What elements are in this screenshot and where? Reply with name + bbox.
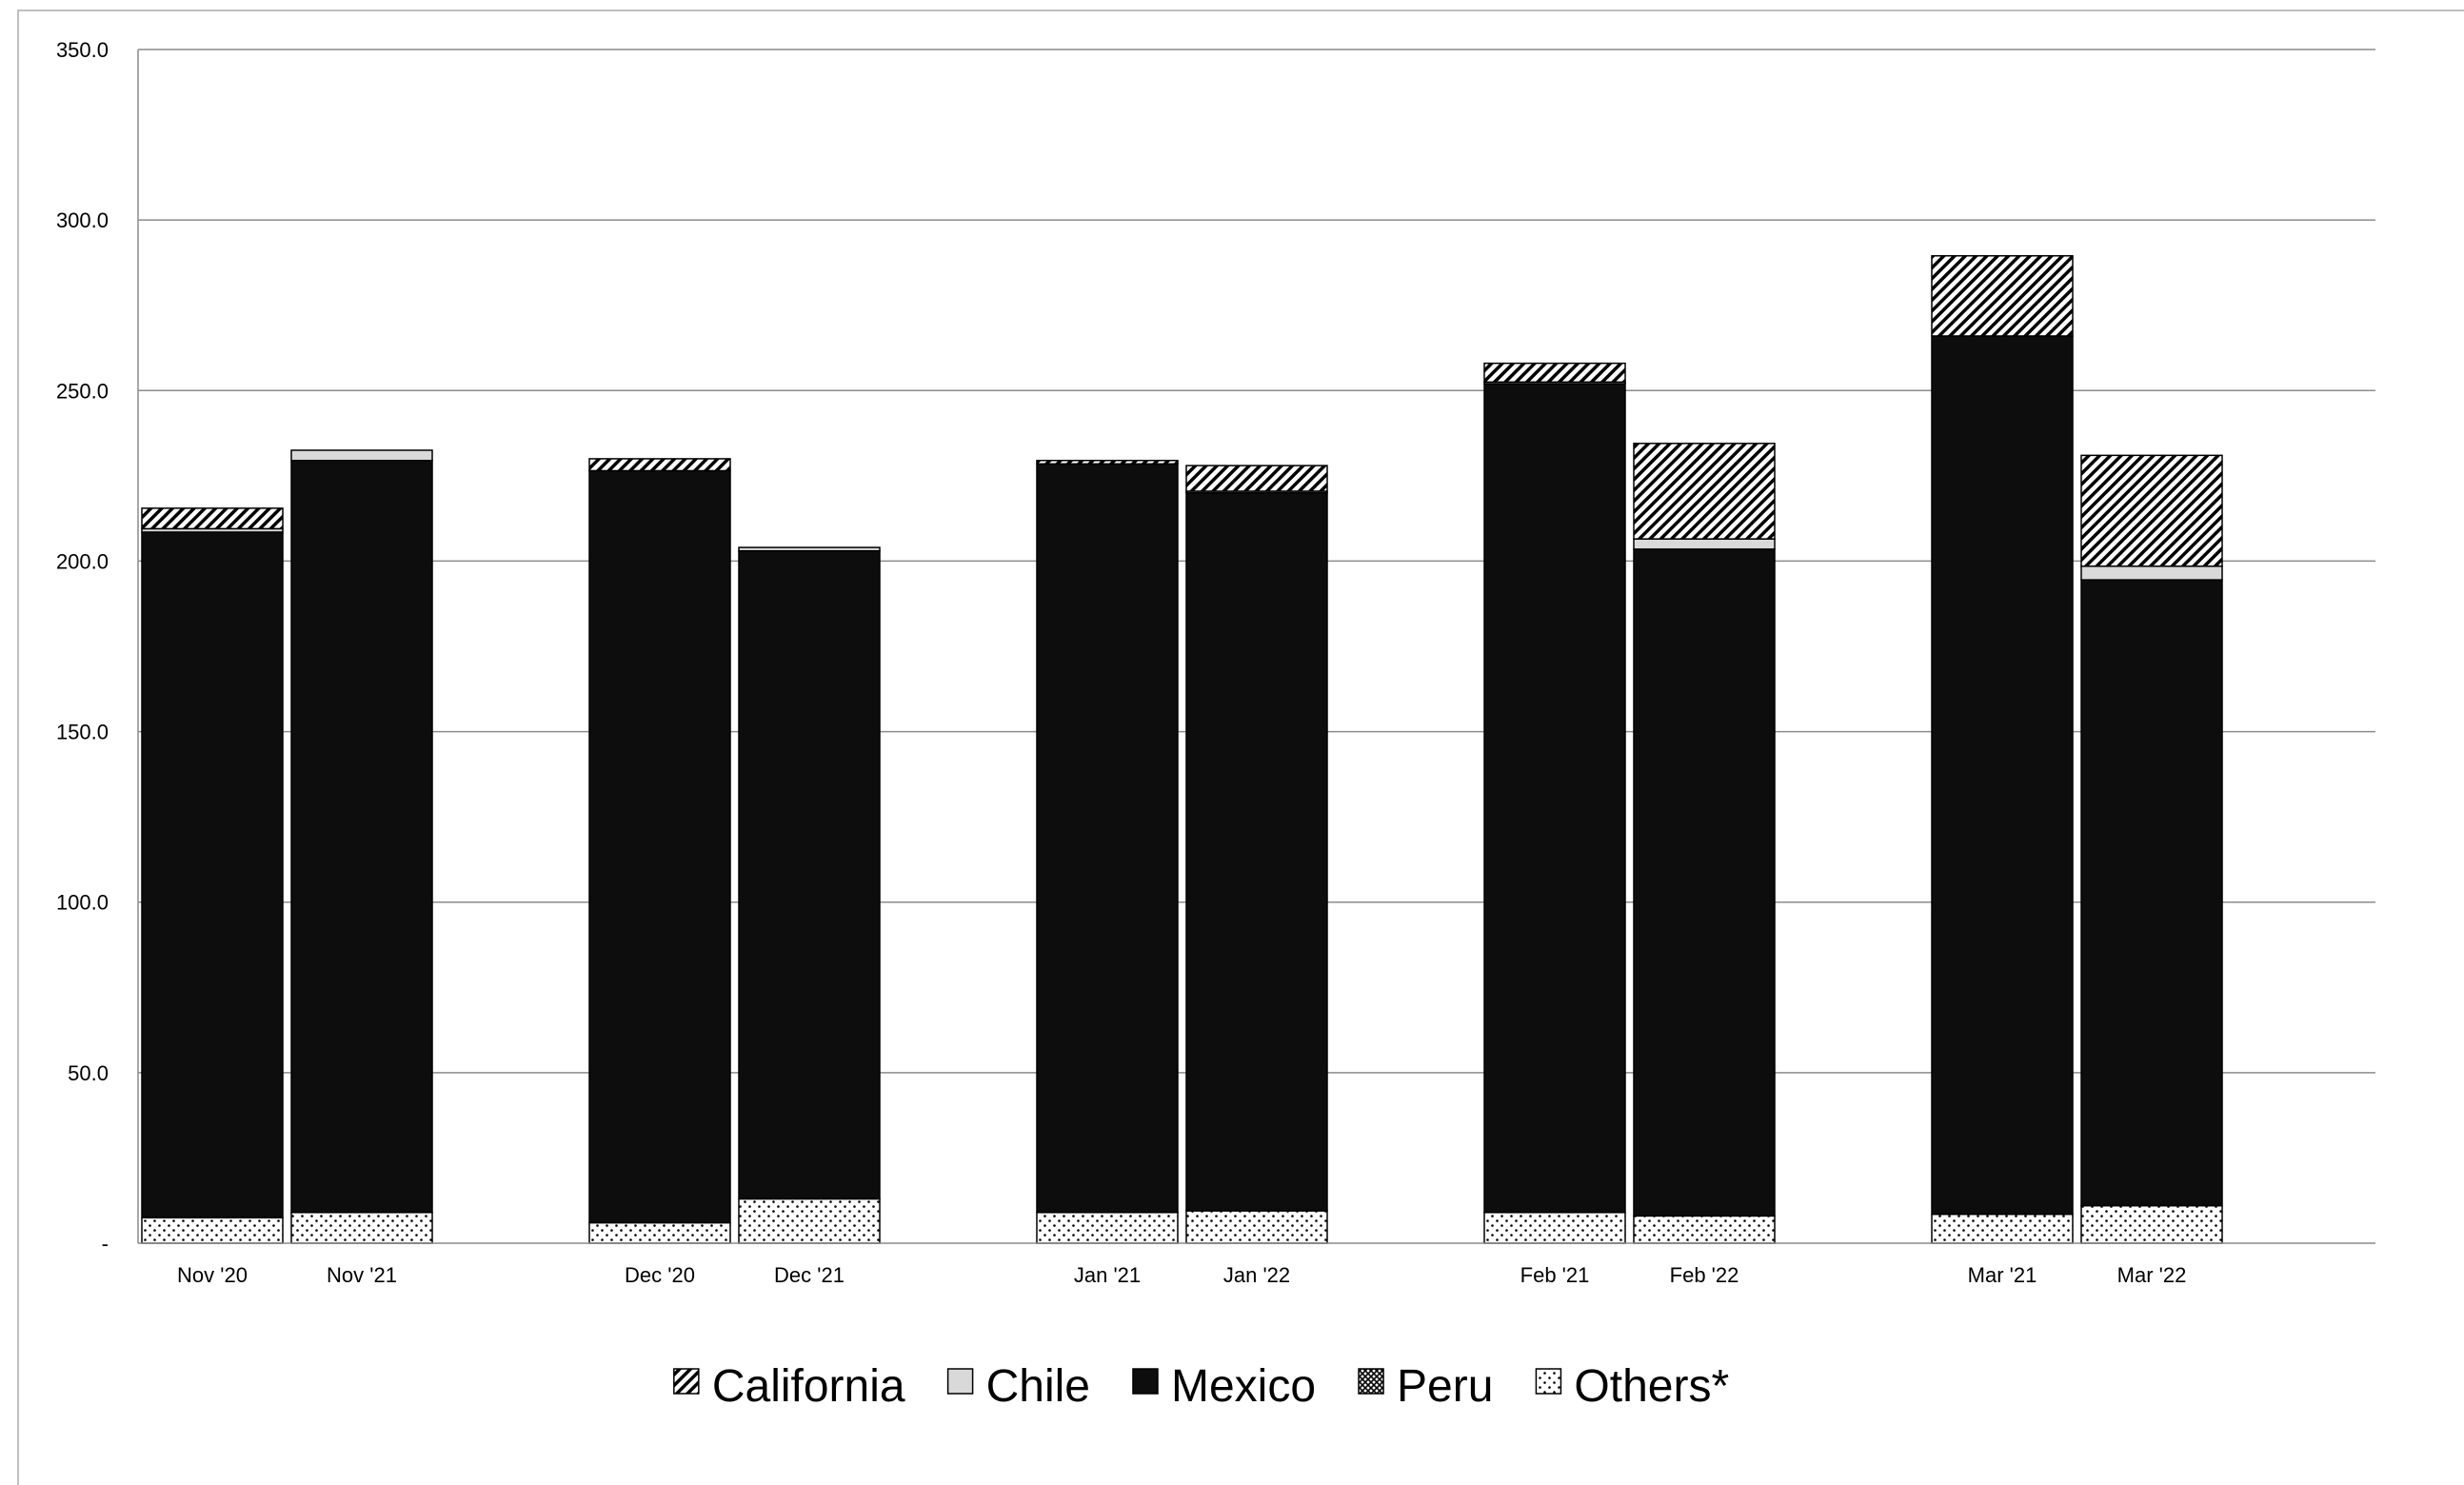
legend-label: California bbox=[712, 1361, 905, 1412]
axes: - 50.0 100.0 150.0 200.0 250.0 300.0 350.0 Nov '… bbox=[56, 38, 2375, 1287]
x-tick-label: Nov '20 bbox=[177, 1263, 248, 1287]
bar-segment-others bbox=[1185, 1210, 1328, 1244]
bar-segment-mexico bbox=[1036, 463, 1179, 1214]
legend-swatch bbox=[946, 1368, 974, 1395]
y-tick-label: 50.0 bbox=[68, 1061, 109, 1085]
bar-segment-california bbox=[1931, 255, 2074, 337]
chart-frame bbox=[17, 10, 2464, 1485]
legend-item-peru: Peru bbox=[1358, 1361, 1493, 1412]
bar-segment-chile bbox=[2080, 565, 2223, 581]
y-tick-label: 200.0 bbox=[56, 549, 109, 573]
legend-item-california: California bbox=[673, 1361, 905, 1412]
bar-segment-california bbox=[1483, 362, 1626, 384]
bar-segment-chile bbox=[738, 546, 881, 552]
x-tick-label: Mar '22 bbox=[2117, 1263, 2187, 1287]
bar-segment-california bbox=[1185, 465, 1328, 492]
legend-swatch bbox=[1358, 1368, 1384, 1395]
x-tick-label: Mar '21 bbox=[1968, 1263, 2037, 1287]
bar-segment-others bbox=[1633, 1215, 1776, 1244]
bar-segment-california bbox=[1036, 459, 1179, 465]
legend-label: Others* bbox=[1574, 1361, 1729, 1412]
bar-segment-chile bbox=[1633, 538, 1776, 550]
bar-segment-california bbox=[588, 458, 731, 472]
bar-segment-mexico bbox=[738, 549, 881, 1200]
legend-label: Peru bbox=[1397, 1361, 1493, 1412]
x-tick-label: Feb '21 bbox=[1520, 1263, 1590, 1287]
bar-segment-others bbox=[141, 1217, 284, 1244]
legend-swatch bbox=[1535, 1368, 1562, 1395]
bar-segment-others bbox=[588, 1221, 731, 1244]
bar-segment-others bbox=[290, 1212, 433, 1244]
y-tick-label: 250.0 bbox=[56, 379, 109, 403]
x-tick-label: Dec '20 bbox=[625, 1263, 695, 1287]
bar-segment-chile bbox=[290, 449, 433, 462]
y-tick-label: 150.0 bbox=[56, 721, 109, 744]
y-tick-label: - bbox=[102, 1232, 109, 1256]
x-tick-label: Nov '21 bbox=[327, 1263, 397, 1287]
bars bbox=[141, 255, 2223, 1244]
bar-segment-mexico bbox=[141, 531, 284, 1218]
y-tick-label: 100.0 bbox=[56, 891, 109, 915]
legend-label: Mexico bbox=[1171, 1361, 1316, 1412]
bar-segment-mexico bbox=[1185, 492, 1328, 1212]
bar-segment-mexico bbox=[2080, 579, 2223, 1207]
legend-item-others: Others* bbox=[1535, 1361, 1729, 1412]
legend-item-mexico: Mexico bbox=[1132, 1361, 1316, 1412]
bar-segment-others bbox=[1036, 1212, 1179, 1244]
x-tick-label: Jan '21 bbox=[1074, 1263, 1141, 1287]
bar-segment-mexico bbox=[290, 459, 433, 1214]
bar-segment-others bbox=[738, 1198, 881, 1244]
legend-item-chile: Chile bbox=[946, 1361, 1090, 1412]
x-tick-label: Dec '21 bbox=[774, 1263, 845, 1287]
y-tick-label: 350.0 bbox=[56, 38, 109, 62]
bar-segment-mexico bbox=[588, 469, 731, 1224]
x-tick-label: Feb '22 bbox=[1670, 1263, 1739, 1287]
legend-label: Chile bbox=[986, 1361, 1090, 1412]
bar-segment-others bbox=[1931, 1213, 2074, 1244]
bar-segment-california bbox=[1633, 443, 1776, 540]
legend-swatch bbox=[673, 1368, 700, 1395]
bar-segment-mexico bbox=[1633, 548, 1776, 1218]
bar-segment-california bbox=[2080, 454, 2223, 567]
bar-segment-california bbox=[141, 507, 284, 530]
legend-swatch bbox=[1132, 1368, 1159, 1395]
bar-segment-others bbox=[1483, 1212, 1626, 1244]
x-tick-label: Jan '22 bbox=[1223, 1263, 1290, 1287]
y-tick-label: 300.0 bbox=[56, 208, 109, 232]
bar-segment-mexico bbox=[1483, 383, 1626, 1214]
legend: California Chile Mexico Peru Others* bbox=[673, 1361, 1729, 1412]
bar-segment-others bbox=[2080, 1204, 2223, 1244]
bar-segment-mexico bbox=[1931, 335, 2074, 1216]
